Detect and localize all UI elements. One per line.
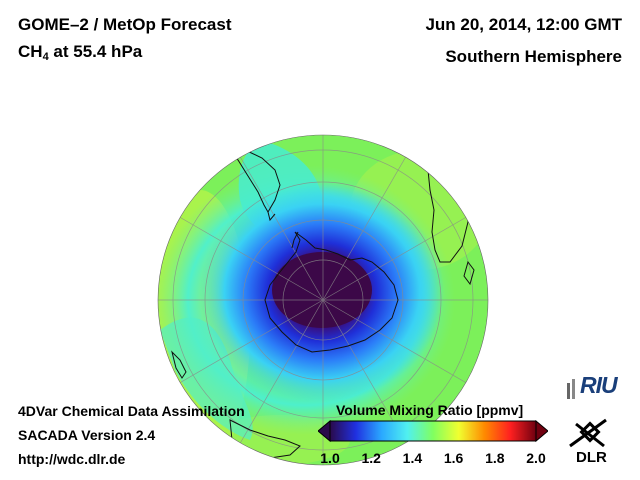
footer-method: 4DVar Chemical Data Assimilation xyxy=(18,403,245,419)
colorbar-tick-label: 1.2 xyxy=(361,450,381,466)
cyan-filament xyxy=(160,317,253,440)
antarctica-coastline xyxy=(264,231,399,353)
footer-version: SACADA Version 2.4 xyxy=(18,427,156,443)
colorbar-tick-label: 1.4 xyxy=(402,450,423,466)
colorbar-tick-label: 2.0 xyxy=(526,450,546,466)
colorbar-ticks: 1.0 1.2 1.4 1.6 1.8 2.0 xyxy=(318,450,548,468)
species-name: CH xyxy=(18,42,43,61)
graticule xyxy=(158,135,488,465)
meridian xyxy=(322,152,409,301)
meridian xyxy=(322,299,471,386)
meridian xyxy=(322,214,471,301)
madagascar-coastline xyxy=(463,260,475,286)
meridian xyxy=(237,152,324,301)
colorbar-tick-label: 1.0 xyxy=(320,450,340,466)
coastlines xyxy=(171,137,475,459)
vortex-core xyxy=(272,252,372,328)
product-title: GOME–2 / MetOp Forecast xyxy=(18,15,232,34)
globe-outline xyxy=(157,134,489,466)
antarctic-peninsula xyxy=(291,231,299,249)
colorbar-gradient xyxy=(329,420,537,442)
map-field xyxy=(158,135,488,465)
dlr-logo-text: DLR xyxy=(576,449,607,466)
south-america-coastline xyxy=(267,211,276,222)
meridian xyxy=(175,214,324,301)
riu-tower-icon xyxy=(567,379,575,399)
species-level-title: CH4 at 55.4 hPa xyxy=(18,42,142,63)
footer-url: http://wdc.dlr.de xyxy=(18,451,126,467)
colorbar-high-arrow xyxy=(535,420,548,443)
pressure-level: at 55.4 hPa xyxy=(48,42,143,61)
colorbar-low-arrow xyxy=(318,420,331,443)
hemisphere-label: Southern Hemisphere xyxy=(445,47,622,66)
new-zealand-coastline xyxy=(171,350,187,379)
colorbar-title: Volume Mixing Ratio [ppmv] xyxy=(336,402,524,418)
riu-logo: RIU xyxy=(580,372,618,398)
meridian xyxy=(237,299,324,448)
meridian xyxy=(175,299,324,386)
colorbar-tick-label: 1.8 xyxy=(485,450,505,466)
species-subscript: 4 xyxy=(42,51,49,63)
colorbar xyxy=(318,420,548,443)
forecast-date: Jun 20, 2014, 12:00 GMT xyxy=(425,15,622,34)
dlr-logo-icon xyxy=(569,418,607,448)
colorbar-tick-label: 1.6 xyxy=(443,450,464,466)
